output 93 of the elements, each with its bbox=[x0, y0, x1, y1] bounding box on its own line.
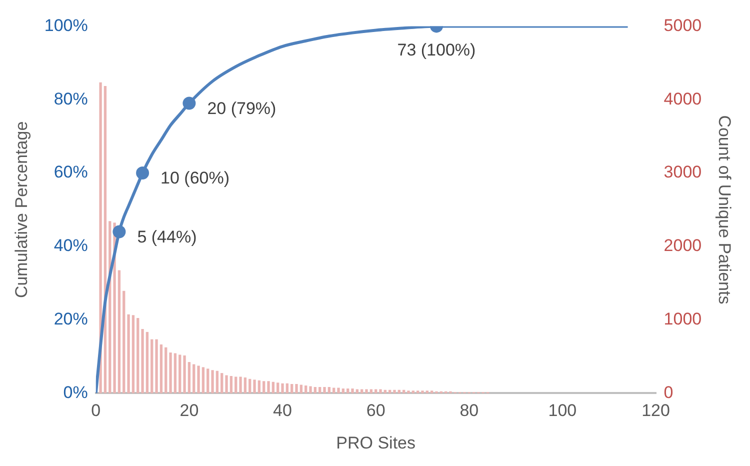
bar bbox=[197, 366, 200, 394]
bar bbox=[276, 382, 280, 394]
point bbox=[112, 225, 126, 238]
bar bbox=[416, 390, 420, 394]
y-tick-label: 20% bbox=[54, 309, 88, 328]
x-tick-label: 100 bbox=[548, 401, 577, 420]
bar bbox=[412, 390, 414, 394]
data-label: 10 (60%) bbox=[160, 168, 230, 188]
bar bbox=[281, 383, 284, 394]
bar bbox=[393, 390, 396, 394]
bar bbox=[220, 373, 224, 394]
bar bbox=[332, 388, 336, 394]
bar bbox=[118, 270, 121, 394]
bar bbox=[225, 375, 228, 394]
bar bbox=[374, 389, 378, 394]
bar bbox=[407, 390, 410, 394]
bar bbox=[164, 347, 168, 394]
y-tick-label: 60% bbox=[54, 162, 88, 182]
bar bbox=[239, 376, 242, 394]
bar bbox=[234, 376, 238, 394]
data-label: 5 (44%) bbox=[137, 227, 197, 246]
bar bbox=[150, 339, 154, 394]
x-tick-label: 0 bbox=[91, 401, 101, 420]
bar bbox=[370, 389, 372, 394]
bar bbox=[178, 354, 182, 394]
bar bbox=[122, 290, 126, 394]
bar bbox=[314, 387, 317, 394]
data-label: 73 (100%) bbox=[397, 40, 476, 60]
bar bbox=[304, 386, 308, 394]
bar bbox=[127, 314, 130, 394]
bar bbox=[365, 389, 368, 394]
bar bbox=[174, 353, 177, 394]
line-series bbox=[96, 26, 630, 394]
x-tick-label: 20 bbox=[180, 401, 199, 420]
bar bbox=[169, 352, 172, 394]
bar bbox=[244, 377, 247, 394]
point bbox=[136, 166, 150, 180]
bar bbox=[202, 367, 205, 394]
bar bbox=[272, 382, 275, 394]
bar bbox=[206, 368, 210, 394]
x-axis-title: PRO Sites bbox=[336, 433, 416, 452]
y-tick-label: 0% bbox=[63, 382, 88, 402]
bar bbox=[155, 339, 158, 394]
bar bbox=[248, 378, 252, 394]
bar bbox=[300, 384, 303, 394]
bar bbox=[430, 390, 434, 394]
bar bbox=[328, 387, 330, 394]
bar bbox=[351, 388, 354, 394]
bar bbox=[188, 362, 191, 394]
bar bbox=[267, 381, 270, 394]
y2-tick-label: 1000 bbox=[664, 309, 702, 328]
y2-axis-title: Count of Unique Patients bbox=[715, 115, 734, 304]
bar bbox=[379, 389, 382, 394]
x-tick-label: 80 bbox=[460, 401, 479, 420]
y-tick-label: 80% bbox=[54, 89, 88, 108]
bar bbox=[421, 390, 424, 394]
bar bbox=[262, 381, 266, 394]
y-tick-label: 40% bbox=[54, 236, 88, 256]
bar bbox=[342, 388, 344, 394]
bar bbox=[211, 370, 214, 394]
x-tick-label: 120 bbox=[642, 401, 670, 420]
bar bbox=[337, 388, 340, 394]
bar bbox=[323, 387, 326, 394]
bar bbox=[346, 388, 350, 394]
bar bbox=[309, 386, 312, 394]
bar bbox=[360, 389, 364, 394]
bar bbox=[230, 376, 233, 394]
y2-tick-label: 0 bbox=[664, 382, 674, 402]
y2-tick-label: 3000 bbox=[664, 162, 702, 182]
bar bbox=[132, 315, 135, 394]
bar bbox=[258, 380, 261, 394]
data-label: 20 (79%) bbox=[207, 98, 276, 118]
bar bbox=[295, 384, 298, 394]
y2-tick-label: 5000 bbox=[664, 16, 702, 35]
bar bbox=[216, 370, 219, 394]
bar bbox=[141, 329, 144, 394]
bar bbox=[290, 384, 294, 394]
bar bbox=[183, 355, 186, 394]
bar bbox=[356, 389, 358, 394]
y-tick-label: 100% bbox=[44, 16, 88, 35]
bar bbox=[136, 318, 140, 394]
bar bbox=[286, 383, 289, 394]
bar bbox=[253, 380, 256, 394]
bar bbox=[318, 387, 322, 394]
y2-tick-label: 4000 bbox=[664, 89, 702, 108]
y-axis-title: Cumulative Percentage bbox=[12, 121, 31, 298]
bar bbox=[146, 332, 149, 394]
bar bbox=[426, 390, 428, 394]
bar bbox=[192, 364, 196, 394]
x-tick-label: 40 bbox=[273, 401, 292, 420]
y2-tick-label: 2000 bbox=[664, 236, 702, 256]
bar bbox=[160, 344, 163, 394]
x-tick-label: 60 bbox=[366, 401, 386, 420]
